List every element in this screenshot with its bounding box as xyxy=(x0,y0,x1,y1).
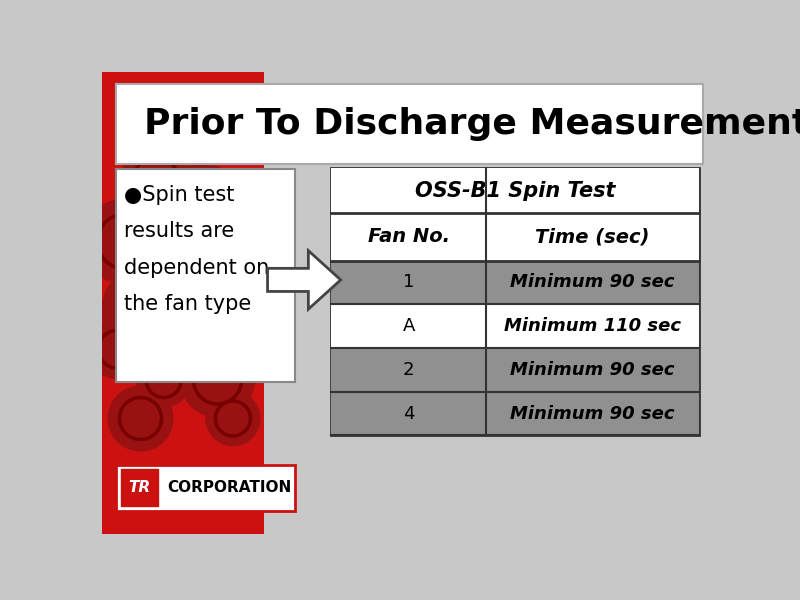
Text: CORPORATION: CORPORATION xyxy=(167,480,292,496)
FancyBboxPatch shape xyxy=(331,348,698,392)
Circle shape xyxy=(156,164,248,257)
Circle shape xyxy=(206,392,260,445)
Circle shape xyxy=(88,320,146,379)
Circle shape xyxy=(122,145,190,214)
Circle shape xyxy=(201,194,266,259)
Text: Minimum 110 sec: Minimum 110 sec xyxy=(504,317,681,335)
Polygon shape xyxy=(267,251,341,309)
Circle shape xyxy=(102,265,194,357)
Circle shape xyxy=(181,343,254,417)
FancyBboxPatch shape xyxy=(102,72,264,534)
Circle shape xyxy=(108,386,173,451)
Text: 2: 2 xyxy=(403,361,414,379)
Circle shape xyxy=(137,353,190,407)
Text: Minimum 90 sec: Minimum 90 sec xyxy=(510,274,674,292)
Text: Prior To Discharge Measurements: Prior To Discharge Measurements xyxy=(144,107,800,142)
Text: A: A xyxy=(402,317,414,335)
FancyBboxPatch shape xyxy=(331,392,698,436)
FancyBboxPatch shape xyxy=(116,169,294,382)
Text: Minimum 90 sec: Minimum 90 sec xyxy=(510,361,674,379)
Text: results are: results are xyxy=(123,221,234,241)
FancyBboxPatch shape xyxy=(331,260,698,304)
Circle shape xyxy=(82,199,167,284)
Circle shape xyxy=(179,241,256,319)
Text: Minimum 90 sec: Minimum 90 sec xyxy=(510,404,674,422)
Text: 1: 1 xyxy=(403,274,414,292)
FancyBboxPatch shape xyxy=(331,213,698,260)
Text: TR: TR xyxy=(129,480,150,496)
FancyBboxPatch shape xyxy=(122,469,158,506)
FancyBboxPatch shape xyxy=(331,304,698,348)
Text: Time (sec): Time (sec) xyxy=(535,227,650,246)
FancyBboxPatch shape xyxy=(116,464,294,511)
FancyBboxPatch shape xyxy=(331,168,698,213)
Text: Fan No.: Fan No. xyxy=(367,227,450,246)
Circle shape xyxy=(210,295,271,357)
Text: ●Spin test: ●Spin test xyxy=(123,185,234,205)
FancyBboxPatch shape xyxy=(331,168,698,436)
FancyBboxPatch shape xyxy=(102,72,718,534)
Text: 4: 4 xyxy=(403,404,414,422)
Text: the fan type: the fan type xyxy=(123,294,251,314)
FancyBboxPatch shape xyxy=(116,83,702,164)
Text: dependent on: dependent on xyxy=(123,257,269,278)
Text: OSS-B1 Spin Test: OSS-B1 Spin Test xyxy=(415,181,615,200)
